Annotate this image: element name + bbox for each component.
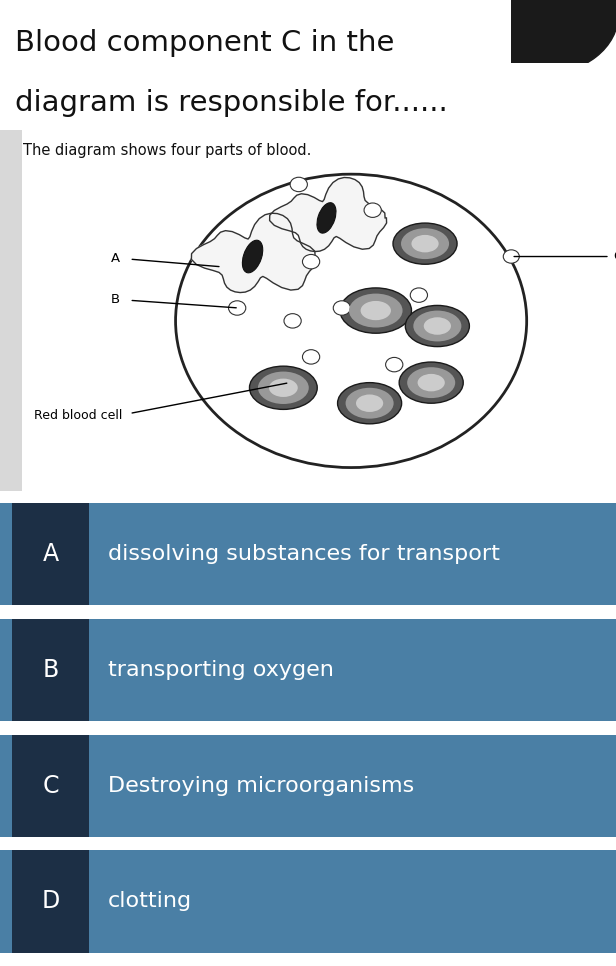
Circle shape: [302, 350, 320, 364]
Text: C: C: [43, 774, 59, 798]
Text: clotting: clotting: [108, 892, 192, 912]
Circle shape: [386, 357, 403, 372]
Circle shape: [284, 314, 301, 328]
Circle shape: [176, 174, 527, 468]
FancyBboxPatch shape: [0, 619, 616, 722]
Text: Blood component C in the: Blood component C in the: [15, 29, 395, 57]
Ellipse shape: [242, 241, 263, 272]
Text: A: A: [111, 251, 120, 265]
Text: Red blood cell: Red blood cell: [34, 409, 122, 421]
Text: C: C: [613, 250, 616, 263]
Circle shape: [503, 250, 519, 263]
Text: B: B: [111, 293, 120, 306]
Ellipse shape: [346, 387, 394, 418]
Ellipse shape: [338, 383, 402, 424]
Circle shape: [302, 254, 320, 269]
Circle shape: [333, 300, 351, 315]
Text: B: B: [43, 658, 59, 682]
Ellipse shape: [401, 228, 449, 259]
Text: Destroying microorganisms: Destroying microorganisms: [108, 776, 414, 796]
FancyBboxPatch shape: [0, 503, 616, 606]
Circle shape: [290, 177, 307, 191]
Ellipse shape: [418, 374, 445, 391]
Ellipse shape: [399, 362, 463, 403]
Text: A: A: [43, 542, 59, 566]
Text: dissolving substances for transport: dissolving substances for transport: [108, 544, 500, 564]
Text: D: D: [42, 890, 60, 914]
Ellipse shape: [356, 394, 383, 412]
Ellipse shape: [349, 294, 403, 327]
FancyBboxPatch shape: [12, 619, 89, 722]
FancyBboxPatch shape: [0, 130, 22, 491]
Ellipse shape: [269, 379, 298, 397]
Ellipse shape: [407, 367, 455, 398]
Ellipse shape: [249, 366, 317, 410]
Ellipse shape: [405, 305, 469, 347]
Circle shape: [410, 288, 428, 302]
Ellipse shape: [317, 203, 336, 233]
Text: transporting oxygen: transporting oxygen: [108, 660, 334, 680]
Ellipse shape: [413, 310, 461, 341]
Ellipse shape: [424, 317, 451, 335]
Polygon shape: [270, 178, 387, 251]
Ellipse shape: [340, 288, 411, 333]
Ellipse shape: [258, 372, 309, 404]
Text: The diagram shows four parts of blood.: The diagram shows four parts of blood.: [23, 143, 312, 158]
Ellipse shape: [411, 235, 439, 252]
FancyBboxPatch shape: [12, 734, 89, 837]
Text: diagram is responsible for......: diagram is responsible for......: [15, 89, 448, 117]
FancyBboxPatch shape: [0, 734, 616, 837]
Circle shape: [466, 0, 616, 74]
FancyBboxPatch shape: [0, 850, 616, 952]
Circle shape: [364, 203, 381, 217]
FancyBboxPatch shape: [12, 503, 89, 606]
Ellipse shape: [360, 301, 391, 320]
Circle shape: [229, 300, 246, 315]
Ellipse shape: [393, 223, 457, 265]
FancyBboxPatch shape: [12, 850, 89, 952]
Polygon shape: [192, 213, 317, 293]
